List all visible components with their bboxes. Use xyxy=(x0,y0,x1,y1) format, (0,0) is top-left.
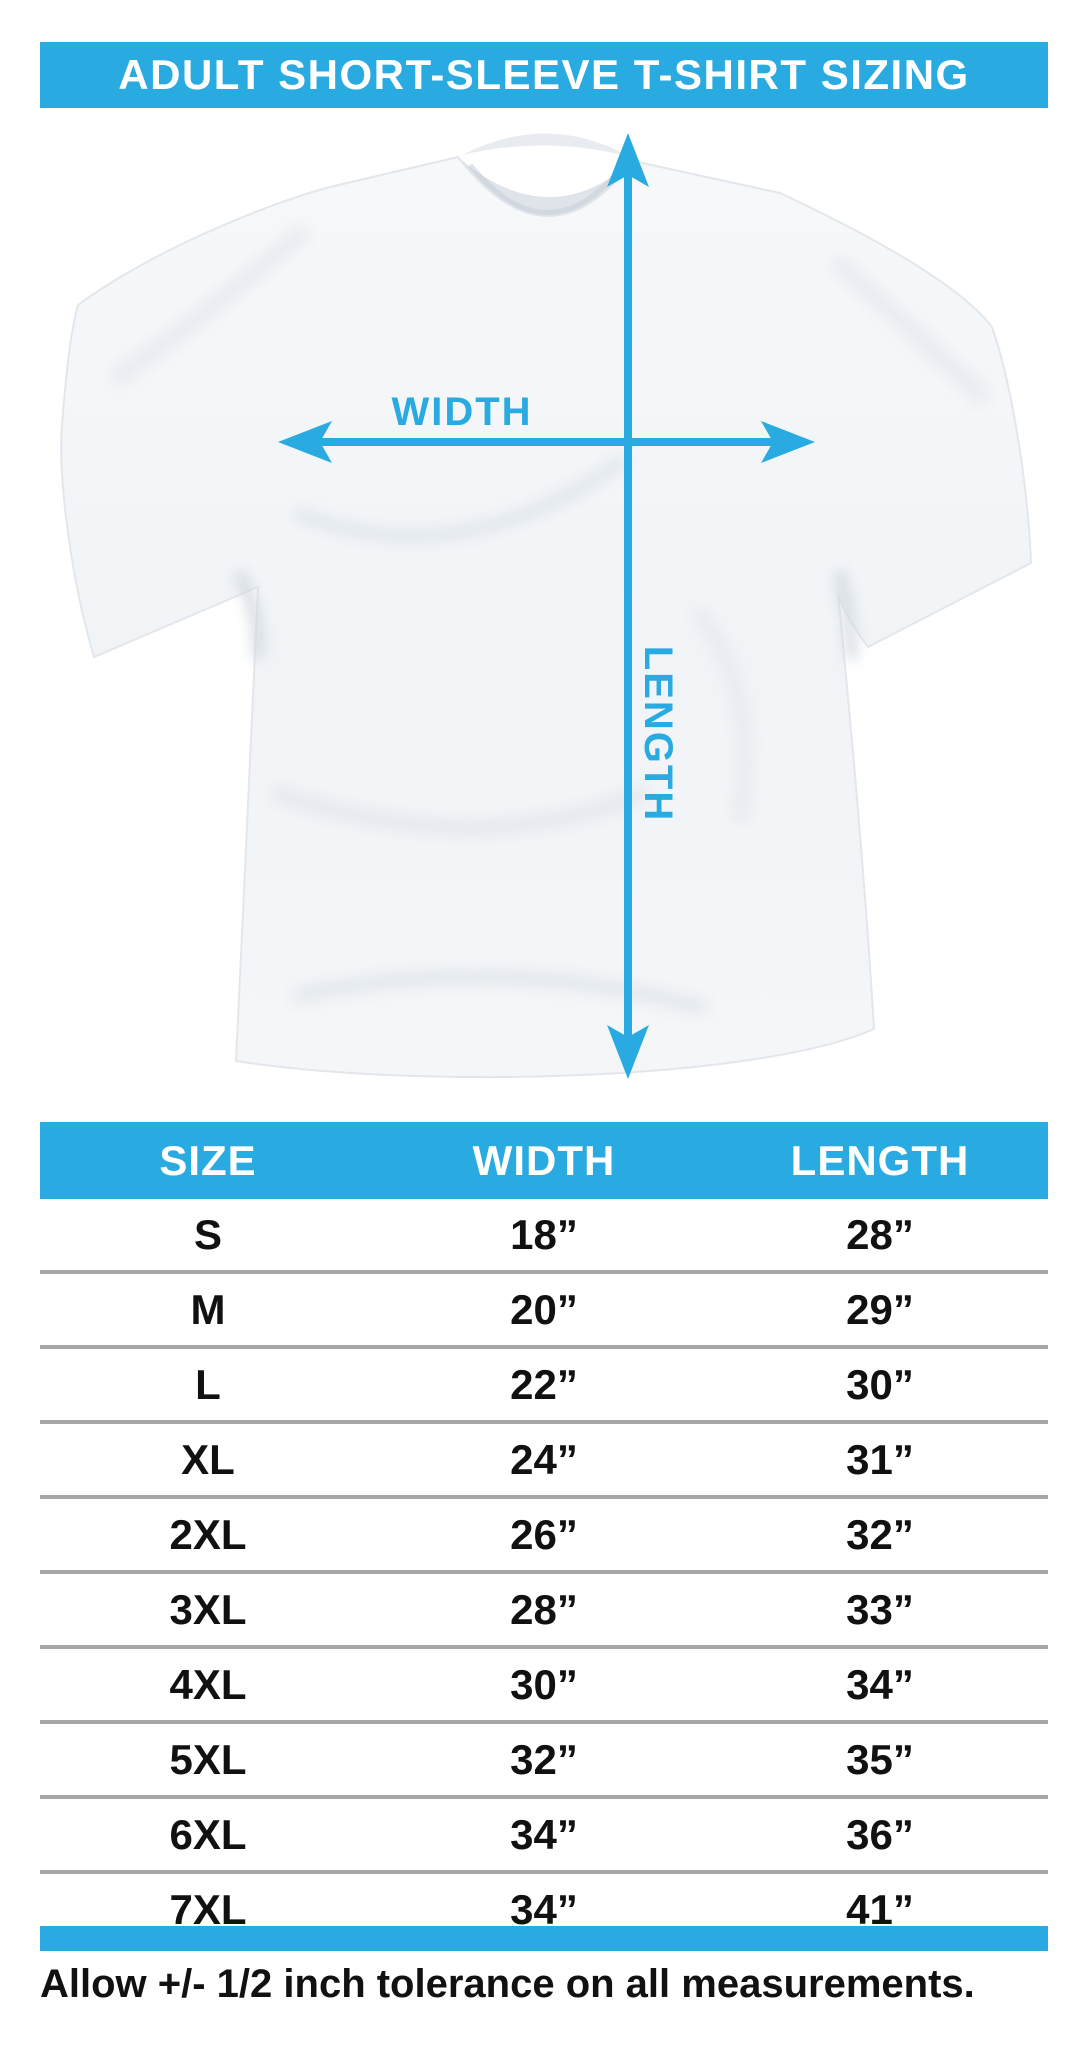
width-arrowhead-right-icon xyxy=(761,421,815,463)
size-cell: 2XL xyxy=(40,1497,376,1574)
size-cell: 6XL xyxy=(40,1797,376,1874)
length-arrowhead-up-icon xyxy=(607,133,649,187)
length-arrowhead-down-icon xyxy=(607,1025,649,1079)
width-cell: 20” xyxy=(376,1272,712,1349)
length-cell: 30” xyxy=(712,1347,1048,1424)
table-row: XL 24” 31” xyxy=(40,1422,1048,1499)
col-header-size: SIZE xyxy=(40,1122,376,1199)
width-arrowhead-left-icon xyxy=(278,421,332,463)
tshirt-diagram: WIDTH LENGTH xyxy=(60,133,1033,1079)
size-cell: M xyxy=(40,1272,376,1349)
size-table-body: S 18” 28” M 20” 29” L 22” 30” XL 24” 31” 2XL 26” 32” 3X… xyxy=(40,1199,1048,1945)
size-cell: L xyxy=(40,1347,376,1424)
size-cell: 4XL xyxy=(40,1647,376,1724)
length-cell: 36” xyxy=(712,1797,1048,1874)
length-cell: 33” xyxy=(712,1572,1048,1649)
size-cell: S xyxy=(40,1199,376,1274)
width-cell: 34” xyxy=(376,1797,712,1874)
size-table-header-row: SIZE WIDTH LENGTH xyxy=(40,1122,1048,1199)
length-cell: 28” xyxy=(712,1199,1048,1274)
table-row: L 22” 30” xyxy=(40,1347,1048,1424)
width-dimension-label: WIDTH xyxy=(391,390,532,434)
col-header-width: WIDTH xyxy=(376,1122,712,1199)
table-row: M 20” 29” xyxy=(40,1272,1048,1349)
length-cell: 34” xyxy=(712,1647,1048,1724)
footer-accent-bar xyxy=(40,1926,1048,1951)
table-row: 3XL 28” 33” xyxy=(40,1572,1048,1649)
tolerance-note: Allow +/- 1/2 inch tolerance on all meas… xyxy=(40,1962,975,2006)
width-cell: 30” xyxy=(376,1647,712,1724)
length-cell: 29” xyxy=(712,1272,1048,1349)
width-cell: 22” xyxy=(376,1347,712,1424)
width-cell: 18” xyxy=(376,1199,712,1274)
width-cell: 26” xyxy=(376,1497,712,1574)
size-cell: 3XL xyxy=(40,1572,376,1649)
width-cell: 28” xyxy=(376,1572,712,1649)
table-row: 6XL 34” 36” xyxy=(40,1797,1048,1874)
table-row: 5XL 32” 35” xyxy=(40,1722,1048,1799)
size-table: SIZE WIDTH LENGTH S 18” 28” M 20” 29” L 22” 30” X… xyxy=(40,1122,1048,1945)
length-dimension-label: LENGTH xyxy=(636,646,680,822)
length-cell: 32” xyxy=(712,1497,1048,1574)
width-cell: 24” xyxy=(376,1422,712,1499)
width-cell: 34” xyxy=(510,1885,578,1933)
length-cell: 31” xyxy=(712,1422,1048,1499)
length-arrow xyxy=(607,133,649,1079)
width-arrow xyxy=(278,421,815,463)
width-cell: 32” xyxy=(376,1722,712,1799)
table-row: 4XL 30” 34” xyxy=(40,1647,1048,1724)
size-cell: 5XL xyxy=(40,1722,376,1799)
size-cell: XL xyxy=(40,1422,376,1499)
length-cell: 41” xyxy=(846,1885,914,1933)
title-banner: ADULT SHORT-SLEEVE T-SHIRT SIZING xyxy=(40,42,1048,108)
tshirt-photo xyxy=(60,133,1033,1079)
table-row: 7XL 34” 41” xyxy=(40,1872,1048,1945)
page-title: ADULT SHORT-SLEEVE T-SHIRT SIZING xyxy=(118,51,970,98)
table-row: 2XL 26” 32” xyxy=(40,1497,1048,1574)
size-cell: 7XL xyxy=(169,1885,247,1933)
length-cell: 35” xyxy=(712,1722,1048,1799)
col-header-length: LENGTH xyxy=(712,1122,1048,1199)
table-row: S 18” 28” xyxy=(40,1199,1048,1274)
